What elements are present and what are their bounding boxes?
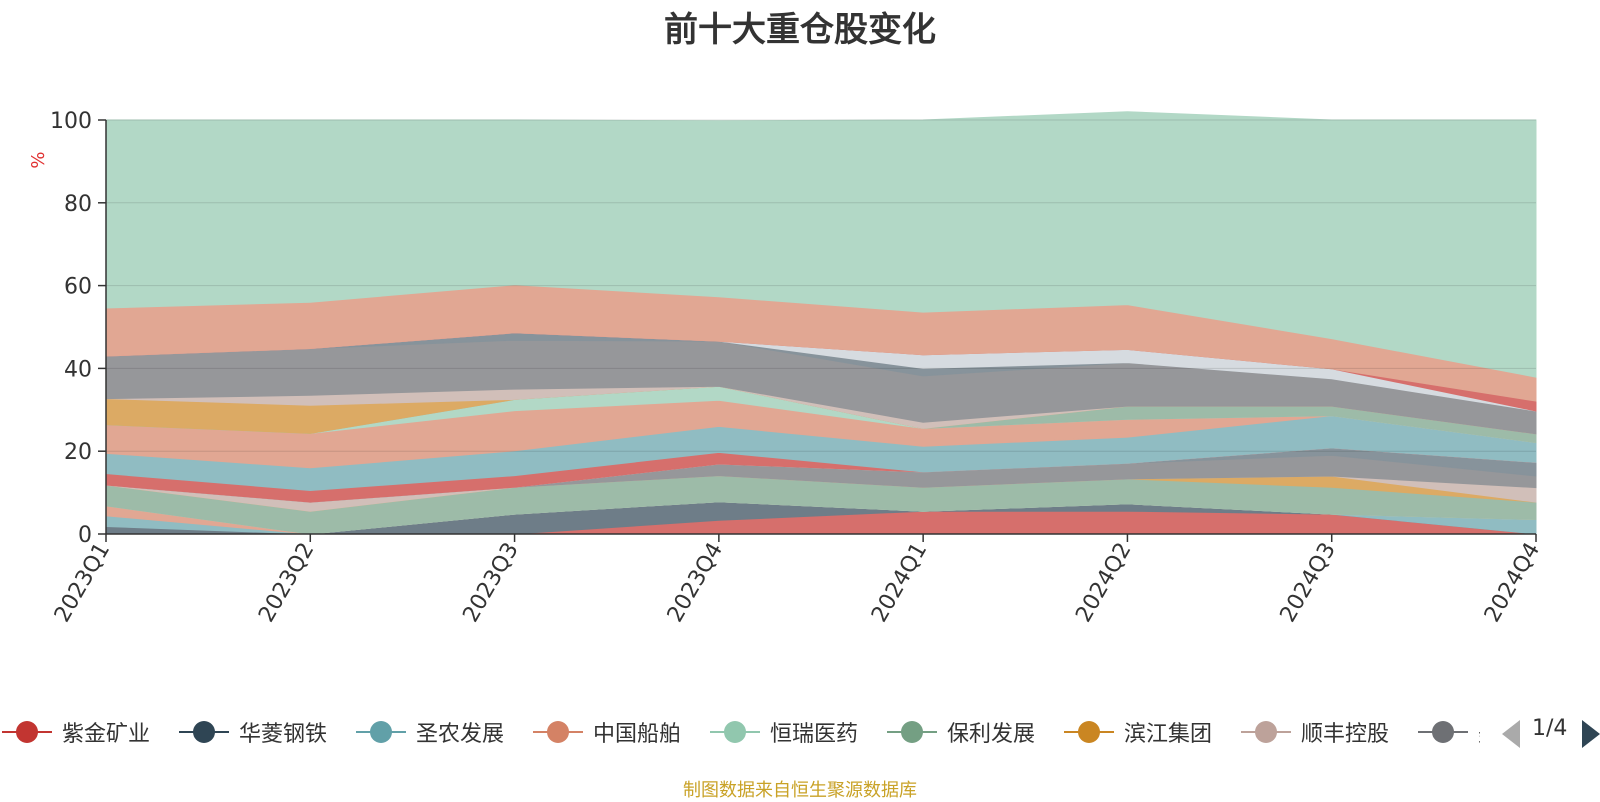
legend-label: 滨江集团 bbox=[1124, 722, 1213, 747]
area-chart: 0 20 40 60 80 100 2023Q1 2023Q2 2023Q3 2023Q4 2024… bbox=[28, 109, 1545, 627]
legend-item-7[interactable]: 顺丰控股 bbox=[1241, 712, 1389, 752]
y-tick-label-2: 40 bbox=[64, 357, 92, 382]
x-tick-label-5: 2024Q2 bbox=[1071, 539, 1136, 627]
legend-pager: 1/4 bbox=[1502, 716, 1600, 748]
legend-label: 中国船舶 bbox=[593, 722, 682, 747]
legend-label: 顺丰控股 bbox=[1301, 722, 1390, 747]
area-series-23 bbox=[105, 111, 1537, 378]
y-tick-label-1: 20 bbox=[64, 440, 92, 465]
legend: 紫金矿业 华菱钢铁 圣农发展 中国船舶 恒瑞医药 保利发展 滨江集团 顺丰控股 美 bbox=[0, 712, 1480, 752]
legend-item-0[interactable]: 紫金矿业 bbox=[2, 712, 150, 752]
area-layers bbox=[105, 111, 1537, 535]
legend-marker-icon bbox=[179, 712, 229, 752]
source-note: 制图数据来自恒生聚源数据库 bbox=[683, 780, 917, 801]
legend-label: 美 bbox=[1478, 716, 1480, 748]
legend-label: 圣农发展 bbox=[416, 722, 505, 747]
legend-marker-icon bbox=[887, 712, 937, 752]
legend-marker-icon bbox=[1241, 712, 1291, 752]
x-tick-label-0: 2023Q1 bbox=[50, 539, 115, 627]
legend-marker-icon bbox=[710, 712, 760, 752]
x-tick-label-7: 2024Q4 bbox=[1480, 539, 1545, 627]
legend-item-2[interactable]: 圣农发展 bbox=[356, 712, 504, 752]
legend-marker-icon bbox=[1418, 712, 1468, 752]
legend-marker-icon bbox=[533, 712, 583, 752]
legend-item-1[interactable]: 华菱钢铁 bbox=[179, 712, 327, 752]
legend-marker-icon bbox=[356, 712, 406, 752]
x-tick-label-3: 2023Q4 bbox=[663, 539, 728, 627]
gridlines bbox=[106, 119, 1536, 452]
legend-marker-icon bbox=[2, 712, 52, 752]
legend-item-4[interactable]: 恒瑞医药 bbox=[710, 712, 858, 752]
legend-page-indicator: 1/4 bbox=[1532, 716, 1568, 741]
legend-label: 恒瑞医药 bbox=[770, 722, 859, 747]
x-tick-label-1: 2023Q2 bbox=[254, 539, 319, 627]
legend-item-8[interactable]: 美 bbox=[1418, 712, 1480, 752]
y-tick-label-3: 60 bbox=[64, 275, 92, 300]
legend-item-3[interactable]: 中国船舶 bbox=[533, 712, 681, 752]
y-axis-label: % bbox=[28, 151, 49, 168]
legend-label: 保利发展 bbox=[947, 722, 1036, 747]
legend-item-5[interactable]: 保利发展 bbox=[887, 712, 1035, 752]
legend-item-6[interactable]: 滨江集团 bbox=[1064, 712, 1212, 752]
y-tick-label-0: 0 bbox=[78, 523, 92, 548]
legend-next-page-icon[interactable] bbox=[1582, 720, 1600, 748]
legend-prev-page-icon[interactable] bbox=[1502, 720, 1520, 748]
y-tick-label-4: 80 bbox=[64, 192, 92, 217]
y-tick-label-5: 100 bbox=[50, 109, 92, 134]
x-tick-label-4: 2024Q1 bbox=[867, 539, 932, 627]
chart-title: 前十大重仓股变化 bbox=[664, 10, 936, 50]
legend-marker-icon bbox=[1064, 712, 1114, 752]
legend-label: 华菱钢铁 bbox=[239, 722, 328, 747]
x-tick-label-6: 2024Q3 bbox=[1276, 539, 1341, 627]
legend-label: 紫金矿业 bbox=[62, 722, 151, 747]
x-tick-label-2: 2023Q3 bbox=[458, 539, 523, 627]
